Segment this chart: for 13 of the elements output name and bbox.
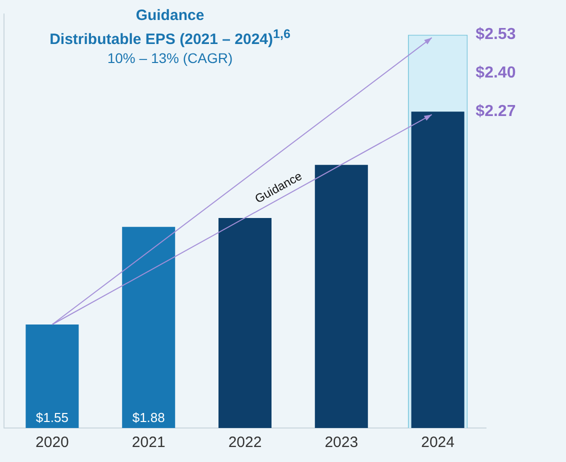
- x-tick-label: 2023: [324, 434, 358, 452]
- x-tick-label: 2020: [36, 434, 69, 452]
- text: Distributable EPS (2021 – 2024)$^{1,6}$: [48, 26, 292, 49]
- annotation: $2.27: [476, 102, 516, 120]
- chart-title: Guidance: [134, 6, 206, 25]
- x-tick-label: 2022: [228, 434, 262, 452]
- data-label: $1.55: [36, 410, 68, 426]
- data-label: $1.88: [132, 410, 165, 426]
- annotation: $2.53: [476, 26, 516, 44]
- annotation: $2.40: [476, 64, 516, 82]
- x-tick-label: 2024: [421, 434, 454, 452]
- x-tick-label: 2021: [132, 434, 166, 452]
- annotation: 10% – 13% (CAGR): [106, 49, 234, 68]
